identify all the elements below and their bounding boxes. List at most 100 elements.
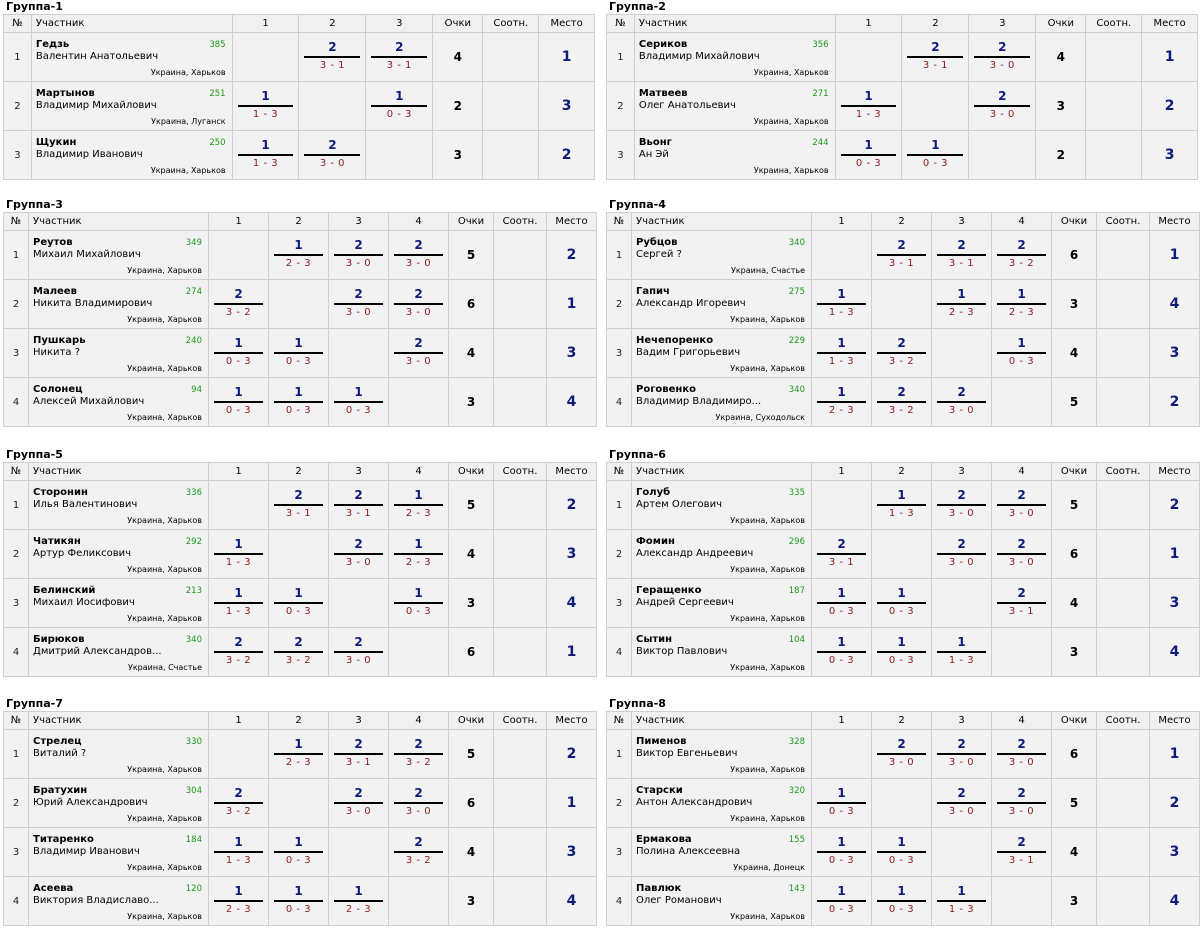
match-result[interactable]: 1 0 - 3 xyxy=(811,578,872,628)
match-result[interactable]: 1 2 - 3 xyxy=(991,279,1052,329)
match-result[interactable]: 2 3 - 0 xyxy=(328,627,389,677)
player-surname[interactable]: Голуб xyxy=(636,487,671,498)
match-result[interactable]: 1 0 - 3 xyxy=(268,328,329,378)
player-surname[interactable]: Белинский xyxy=(33,585,96,596)
player-surname[interactable]: Геращенко xyxy=(636,585,702,596)
match-result[interactable]: 2 3 - 2 xyxy=(388,827,449,877)
match-result[interactable]: 1 1 - 3 xyxy=(208,529,269,579)
match-result[interactable]: 1 0 - 3 xyxy=(811,876,872,926)
match-result[interactable]: 1 0 - 3 xyxy=(871,578,932,628)
match-result[interactable]: 1 0 - 3 xyxy=(871,876,932,926)
player-cell[interactable]: Роговенко 340 Владимир Владимиро... Украина… xyxy=(631,377,812,427)
match-result[interactable]: 2 3 - 0 xyxy=(328,230,389,280)
match-result[interactable]: 1 1 - 3 xyxy=(208,827,269,877)
match-result[interactable]: 2 3 - 0 xyxy=(968,32,1037,82)
player-surname[interactable]: Рубцов xyxy=(636,237,678,248)
match-result[interactable]: 2 3 - 0 xyxy=(328,529,389,579)
match-result[interactable]: 2 3 - 2 xyxy=(208,627,269,677)
player-surname[interactable]: Реутов xyxy=(33,237,73,248)
player-surname[interactable]: Мартынов xyxy=(35,88,95,99)
match-result[interactable]: 2 3 - 0 xyxy=(931,778,992,828)
match-result[interactable]: 2 3 - 0 xyxy=(991,729,1052,779)
player-surname[interactable]: Пименов xyxy=(636,736,687,747)
match-result[interactable]: 1 2 - 3 xyxy=(268,729,329,779)
match-result[interactable]: 2 3 - 1 xyxy=(328,729,389,779)
match-result[interactable]: 2 3 - 0 xyxy=(931,377,992,427)
match-result[interactable]: 2 3 - 0 xyxy=(931,529,992,579)
match-result[interactable]: 2 3 - 1 xyxy=(328,480,389,530)
match-result[interactable]: 1 2 - 3 xyxy=(268,230,329,280)
match-result[interactable]: 1 0 - 3 xyxy=(871,827,932,877)
match-result[interactable]: 2 3 - 0 xyxy=(298,130,367,180)
player-cell[interactable]: Фомин 296 Александр Андреевич Украина, Харь… xyxy=(631,529,812,579)
match-result[interactable]: 1 0 - 3 xyxy=(991,328,1052,378)
match-result[interactable]: 2 3 - 0 xyxy=(991,480,1052,530)
player-cell[interactable]: Бирюков 340 Дмитрий Александров... Украина,… xyxy=(28,627,209,677)
player-cell[interactable]: Солонец 94 Алексей Михайлович Украина, Харь… xyxy=(28,377,209,427)
player-cell[interactable]: Малеев 274 Никита Владимирович Украина, Хар… xyxy=(28,279,209,329)
player-surname[interactable]: Павлюк xyxy=(636,883,682,894)
player-surname[interactable]: Вьонг xyxy=(638,137,672,148)
match-result[interactable]: 1 0 - 3 xyxy=(871,627,932,677)
match-result[interactable]: 2 3 - 0 xyxy=(388,279,449,329)
match-result[interactable]: 2 3 - 0 xyxy=(991,778,1052,828)
player-surname[interactable]: Сторонин xyxy=(33,487,88,498)
player-cell[interactable]: Голуб 335 Артем Олегович Украина, Харьков xyxy=(631,480,812,530)
player-surname[interactable]: Братухин xyxy=(33,785,88,796)
player-surname[interactable]: Чатикян xyxy=(33,536,81,547)
player-surname[interactable]: Бирюков xyxy=(33,634,85,645)
player-cell[interactable]: Матвеев 271 Олег Анатольевич Украина, Харьк… xyxy=(633,81,836,131)
player-cell[interactable]: Братухин 304 Юрий Александрович Украина, Ха… xyxy=(28,778,209,828)
match-result[interactable]: 2 3 - 0 xyxy=(931,480,992,530)
match-result[interactable]: 1 1 - 3 xyxy=(231,81,300,131)
match-result[interactable]: 2 3 - 1 xyxy=(991,578,1052,628)
match-result[interactable]: 2 3 - 1 xyxy=(901,32,970,82)
match-result[interactable]: 2 3 - 2 xyxy=(208,279,269,329)
match-result[interactable]: 2 3 - 1 xyxy=(365,32,434,82)
match-result[interactable]: 1 0 - 3 xyxy=(811,778,872,828)
match-result[interactable]: 1 0 - 3 xyxy=(268,377,329,427)
player-surname[interactable]: Щукин xyxy=(35,137,77,148)
match-result[interactable]: 1 0 - 3 xyxy=(268,876,329,926)
player-cell[interactable]: Стрелец 330 Виталий ? Украина, Харьков xyxy=(28,729,209,779)
player-cell[interactable]: Сытин 104 Виктор Павлович Украина, Харьков xyxy=(631,627,812,677)
player-surname[interactable]: Ермакова xyxy=(636,834,692,845)
player-cell[interactable]: Нечепоренко 229 Вадим Григорьевич Украина, … xyxy=(631,328,812,378)
player-cell[interactable]: Мартынов 251 Владимир Михайлович Украина, Л… xyxy=(30,81,233,131)
match-result[interactable]: 2 3 - 1 xyxy=(931,230,992,280)
match-result[interactable]: 2 3 - 1 xyxy=(268,480,329,530)
match-result[interactable]: 2 3 - 1 xyxy=(871,230,932,280)
player-cell[interactable]: Белинский 213 Михаил Иосифович Украина, Хар… xyxy=(28,578,209,628)
player-cell[interactable]: Гедзь 385 Валентин Анатольевич Украина, Хар… xyxy=(30,32,233,82)
match-result[interactable]: 1 1 - 3 xyxy=(208,578,269,628)
match-result[interactable]: 2 3 - 2 xyxy=(388,729,449,779)
match-result[interactable]: 1 0 - 3 xyxy=(268,827,329,877)
match-result[interactable]: 1 1 - 3 xyxy=(834,81,903,131)
match-result[interactable]: 2 3 - 1 xyxy=(811,529,872,579)
player-surname[interactable]: Нечепоренко xyxy=(636,335,714,346)
player-cell[interactable]: Асеева 120 Виктория Владиславо... Украина, … xyxy=(28,876,209,926)
match-result[interactable]: 1 0 - 3 xyxy=(268,578,329,628)
player-cell[interactable]: Реутов 349 Михаил Михайлович Украина, Харьк… xyxy=(28,230,209,280)
match-result[interactable]: 2 3 - 0 xyxy=(388,778,449,828)
match-result[interactable]: 1 0 - 3 xyxy=(811,627,872,677)
player-surname[interactable]: Пушкарь xyxy=(33,335,86,346)
match-result[interactable]: 1 0 - 3 xyxy=(208,377,269,427)
match-result[interactable]: 2 3 - 0 xyxy=(991,529,1052,579)
player-surname[interactable]: Асеева xyxy=(33,883,74,894)
player-cell[interactable]: Чатикян 292 Артур Феликсович Украина, Харьк… xyxy=(28,529,209,579)
player-surname[interactable]: Солонец xyxy=(33,384,83,395)
match-result[interactable]: 2 3 - 1 xyxy=(298,32,367,82)
player-surname[interactable]: Титаренко xyxy=(33,834,94,845)
player-surname[interactable]: Стрелец xyxy=(33,736,82,747)
player-cell[interactable]: Титаренко 184 Владимир Иванович Украина, Ха… xyxy=(28,827,209,877)
player-surname[interactable]: Малеев xyxy=(33,286,77,297)
player-surname[interactable]: Фомин xyxy=(636,536,675,547)
player-surname[interactable]: Старски xyxy=(636,785,683,796)
player-surname[interactable]: Гапич xyxy=(636,286,670,297)
player-cell[interactable]: Сериков 356 Владимир Михайлович Украина, Ха… xyxy=(633,32,836,82)
match-result[interactable]: 1 2 - 3 xyxy=(328,876,389,926)
match-result[interactable]: 2 3 - 0 xyxy=(871,729,932,779)
player-surname[interactable]: Сытин xyxy=(636,634,673,645)
match-result[interactable]: 2 3 - 2 xyxy=(871,377,932,427)
